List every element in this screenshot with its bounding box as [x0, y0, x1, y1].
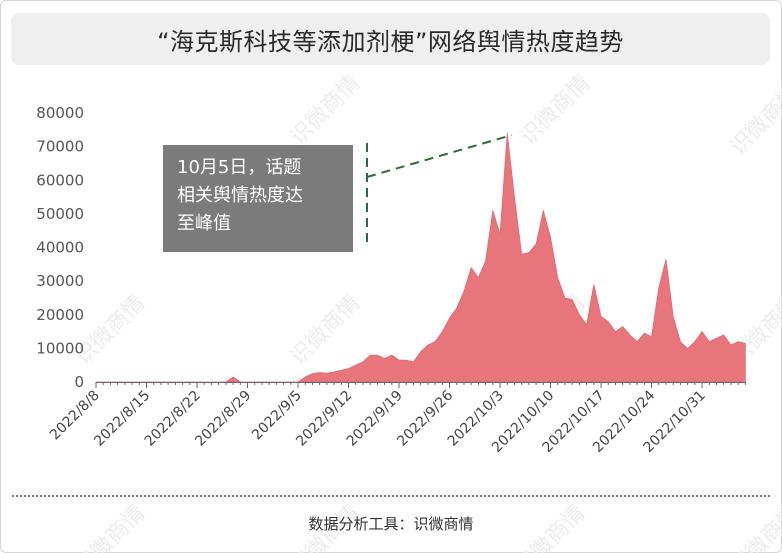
annotation-leader-line [366, 134, 512, 178]
y-tick-label: 60000 [36, 171, 84, 189]
data-source: 数据分析工具：识微商情 [308, 515, 474, 533]
y-tick-label: 50000 [36, 205, 84, 223]
annotation-text-line: 至峰值 [177, 213, 231, 234]
y-tick-label: 30000 [36, 272, 84, 290]
footer-divider [12, 495, 770, 497]
y-tick-label: 70000 [36, 138, 84, 156]
x-axis: 2022/8/82022/8/152022/8/222022/8/292022/… [47, 382, 746, 456]
annotation-text-line: 相关舆情热度达 [177, 185, 303, 206]
title-bar: “海克斯科技等添加剂梗”网络舆情热度趋势 [11, 13, 770, 65]
y-tick-label: 80000 [36, 104, 84, 122]
watermark-text: 识微商情 [285, 290, 365, 370]
watermark-text: 识微商情 [285, 70, 365, 150]
chart-title: “海克斯科技等添加剂梗”网络舆情热度趋势 [157, 27, 624, 56]
watermark-text: 识微商情 [70, 290, 150, 370]
y-tick-label: 40000 [36, 239, 84, 257]
watermark-text: 识微商情 [515, 70, 595, 150]
y-tick-label: 20000 [36, 306, 84, 324]
y-axis: 0 10000 20000 30000 40000 50000 60000 70000 8000… [36, 104, 84, 391]
watermark-text: 识微商情 [725, 80, 782, 160]
y-tick-label: 0 [74, 373, 84, 391]
annotation-text-line: 10月5日，话题 [177, 157, 301, 178]
annotation-box [163, 145, 353, 252]
y-tick-label: 10000 [36, 339, 84, 357]
